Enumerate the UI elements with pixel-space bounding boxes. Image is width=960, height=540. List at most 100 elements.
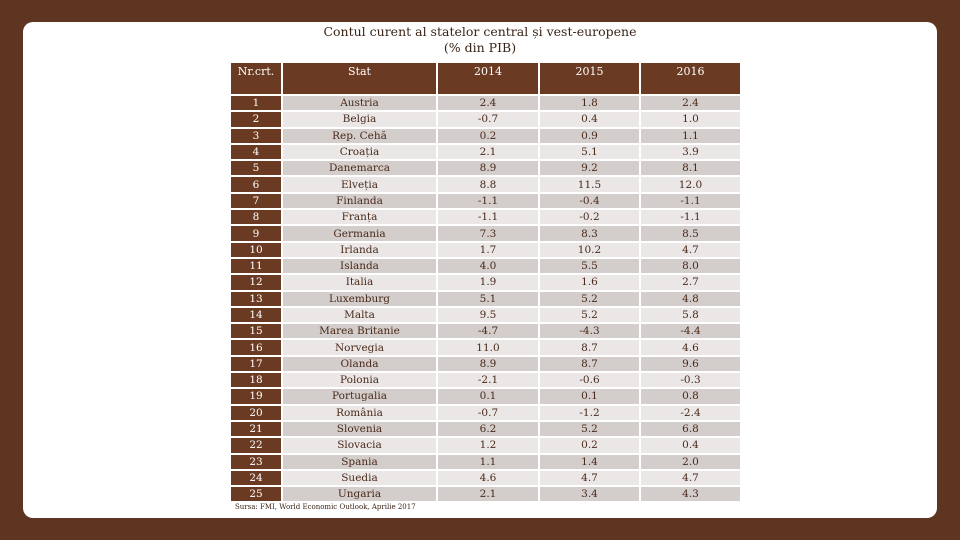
- table-row: 1 Austria 2.4 1.8 2.4: [231, 96, 740, 111]
- value-2016: 0.8: [641, 389, 740, 404]
- value-2015: 5.5: [540, 258, 639, 274]
- nr-cell: 23: [231, 454, 281, 469]
- table-row: 6 Elveția 8.8 11.5 12.0: [231, 177, 740, 192]
- country-cell: Olanda: [283, 356, 436, 372]
- nr-cell: 4: [231, 144, 281, 160]
- value-2014: 5.1: [438, 291, 538, 306]
- value-2016: -0.3: [641, 373, 740, 388]
- value-2015: 5.1: [540, 144, 639, 160]
- table-row: 15 Marea Britanie -4.7 -4.3 -4.4: [231, 324, 740, 339]
- nr-cell: 25: [231, 487, 281, 502]
- value-2014: 8.8: [438, 177, 538, 192]
- source-note: Sursa: FMI, World Economic Outlook, Apri…: [235, 503, 416, 511]
- table-row: 23 Spania 1.1 1.4 2.0: [231, 454, 740, 469]
- value-2016: 4.7: [641, 470, 740, 486]
- value-2015: 1.8: [540, 96, 639, 111]
- value-2016: -2.4: [641, 405, 740, 420]
- nr-cell: 6: [231, 177, 281, 192]
- value-2016: 8.0: [641, 258, 740, 274]
- subtitle-text: (% din PIB): [443, 40, 517, 55]
- value-2015: -0.2: [540, 210, 639, 225]
- value-2014: 4.6: [438, 470, 538, 486]
- country-cell: Ungaria: [283, 487, 436, 502]
- value-2016: 8.5: [641, 226, 740, 241]
- country-cell: Malta: [283, 307, 436, 323]
- nr-cell: 17: [231, 356, 281, 372]
- value-2014: 9.5: [438, 307, 538, 323]
- country-cell: Irlanda: [283, 242, 436, 257]
- table-row: 16 Norvegia 11.0 8.7 4.6: [231, 340, 740, 355]
- table-row: 10 Irlanda 1.7 10.2 4.7: [231, 242, 740, 257]
- value-2014: 2.1: [438, 487, 538, 502]
- header-row: Nr.crt. Stat 2014 2015 2016: [231, 63, 740, 94]
- value-2015: 9.2: [540, 161, 639, 176]
- country-cell: Islanda: [283, 258, 436, 274]
- value-2016: 4.6: [641, 340, 740, 355]
- value-2016: 2.0: [641, 454, 740, 469]
- value-2014: 2.4: [438, 96, 538, 111]
- value-2016: 1.0: [641, 112, 740, 127]
- value-2014: -0.7: [438, 112, 538, 127]
- nr-cell: 13: [231, 291, 281, 306]
- nr-cell: 16: [231, 340, 281, 355]
- table-row: 20 România -0.7 -1.2 -2.4: [231, 405, 740, 420]
- country-cell: Germania: [283, 226, 436, 241]
- value-2014: 1.7: [438, 242, 538, 257]
- value-2014: 11.0: [438, 340, 538, 355]
- value-2014: 8.9: [438, 356, 538, 372]
- nr-cell: 12: [231, 275, 281, 290]
- table-row: 21 Slovenia 6.2 5.2 6.8: [231, 421, 740, 437]
- value-2014: 4.0: [438, 258, 538, 274]
- nr-cell: 2: [231, 112, 281, 127]
- header-nr: Nr.crt.: [231, 63, 281, 94]
- value-2014: 1.1: [438, 454, 538, 469]
- title-text: Contul curent al statelor central și ves…: [323, 24, 637, 39]
- value-2016: 1.1: [641, 128, 740, 143]
- country-cell: Danemarca: [283, 161, 436, 176]
- table-title: Contul curent al statelor central și ves…: [0, 24, 960, 56]
- table-row: 12 Italia 1.9 1.6 2.7: [231, 275, 740, 290]
- country-cell: Suedia: [283, 470, 436, 486]
- value-2016: 3.9: [641, 144, 740, 160]
- value-2015: 0.1: [540, 389, 639, 404]
- value-2016: -4.4: [641, 324, 740, 339]
- nr-cell: 11: [231, 258, 281, 274]
- current-account-table: Nr.crt. Stat 2014 2015 2016 1 Austria 2.4 1…: [229, 61, 742, 503]
- value-2014: -0.7: [438, 405, 538, 420]
- value-2015: 10.2: [540, 242, 639, 257]
- table-row: 25 Ungaria 2.1 3.4 4.3: [231, 487, 740, 502]
- value-2016: 4.3: [641, 487, 740, 502]
- value-2015: 8.7: [540, 340, 639, 355]
- value-2014: 1.2: [438, 438, 538, 453]
- nr-cell: 3: [231, 128, 281, 143]
- value-2016: 12.0: [641, 177, 740, 192]
- header-2015: 2015: [540, 63, 639, 94]
- country-cell: Portugalia: [283, 389, 436, 404]
- table-row: 17 Olanda 8.9 8.7 9.6: [231, 356, 740, 372]
- country-cell: Franța: [283, 210, 436, 225]
- value-2015: 8.3: [540, 226, 639, 241]
- nr-cell: 19: [231, 389, 281, 404]
- table-row: 7 Finlanda -1.1 -0.4 -1.1: [231, 193, 740, 209]
- country-cell: Finlanda: [283, 193, 436, 209]
- country-cell: Croația: [283, 144, 436, 160]
- country-cell: Luxemburg: [283, 291, 436, 306]
- value-2015: 11.5: [540, 177, 639, 192]
- nr-cell: 21: [231, 421, 281, 437]
- value-2014: 6.2: [438, 421, 538, 437]
- value-2016: 2.4: [641, 96, 740, 111]
- nr-cell: 10: [231, 242, 281, 257]
- country-cell: Austria: [283, 96, 436, 111]
- value-2014: -1.1: [438, 193, 538, 209]
- table-row: 13 Luxemburg 5.1 5.2 4.8: [231, 291, 740, 306]
- value-2015: 0.2: [540, 438, 639, 453]
- value-2014: -2.1: [438, 373, 538, 388]
- value-2016: 5.8: [641, 307, 740, 323]
- value-2015: 1.6: [540, 275, 639, 290]
- value-2015: 1.4: [540, 454, 639, 469]
- nr-cell: 15: [231, 324, 281, 339]
- country-cell: Norvegia: [283, 340, 436, 355]
- nr-cell: 20: [231, 405, 281, 420]
- table-row: 9 Germania 7.3 8.3 8.5: [231, 226, 740, 241]
- value-2014: 7.3: [438, 226, 538, 241]
